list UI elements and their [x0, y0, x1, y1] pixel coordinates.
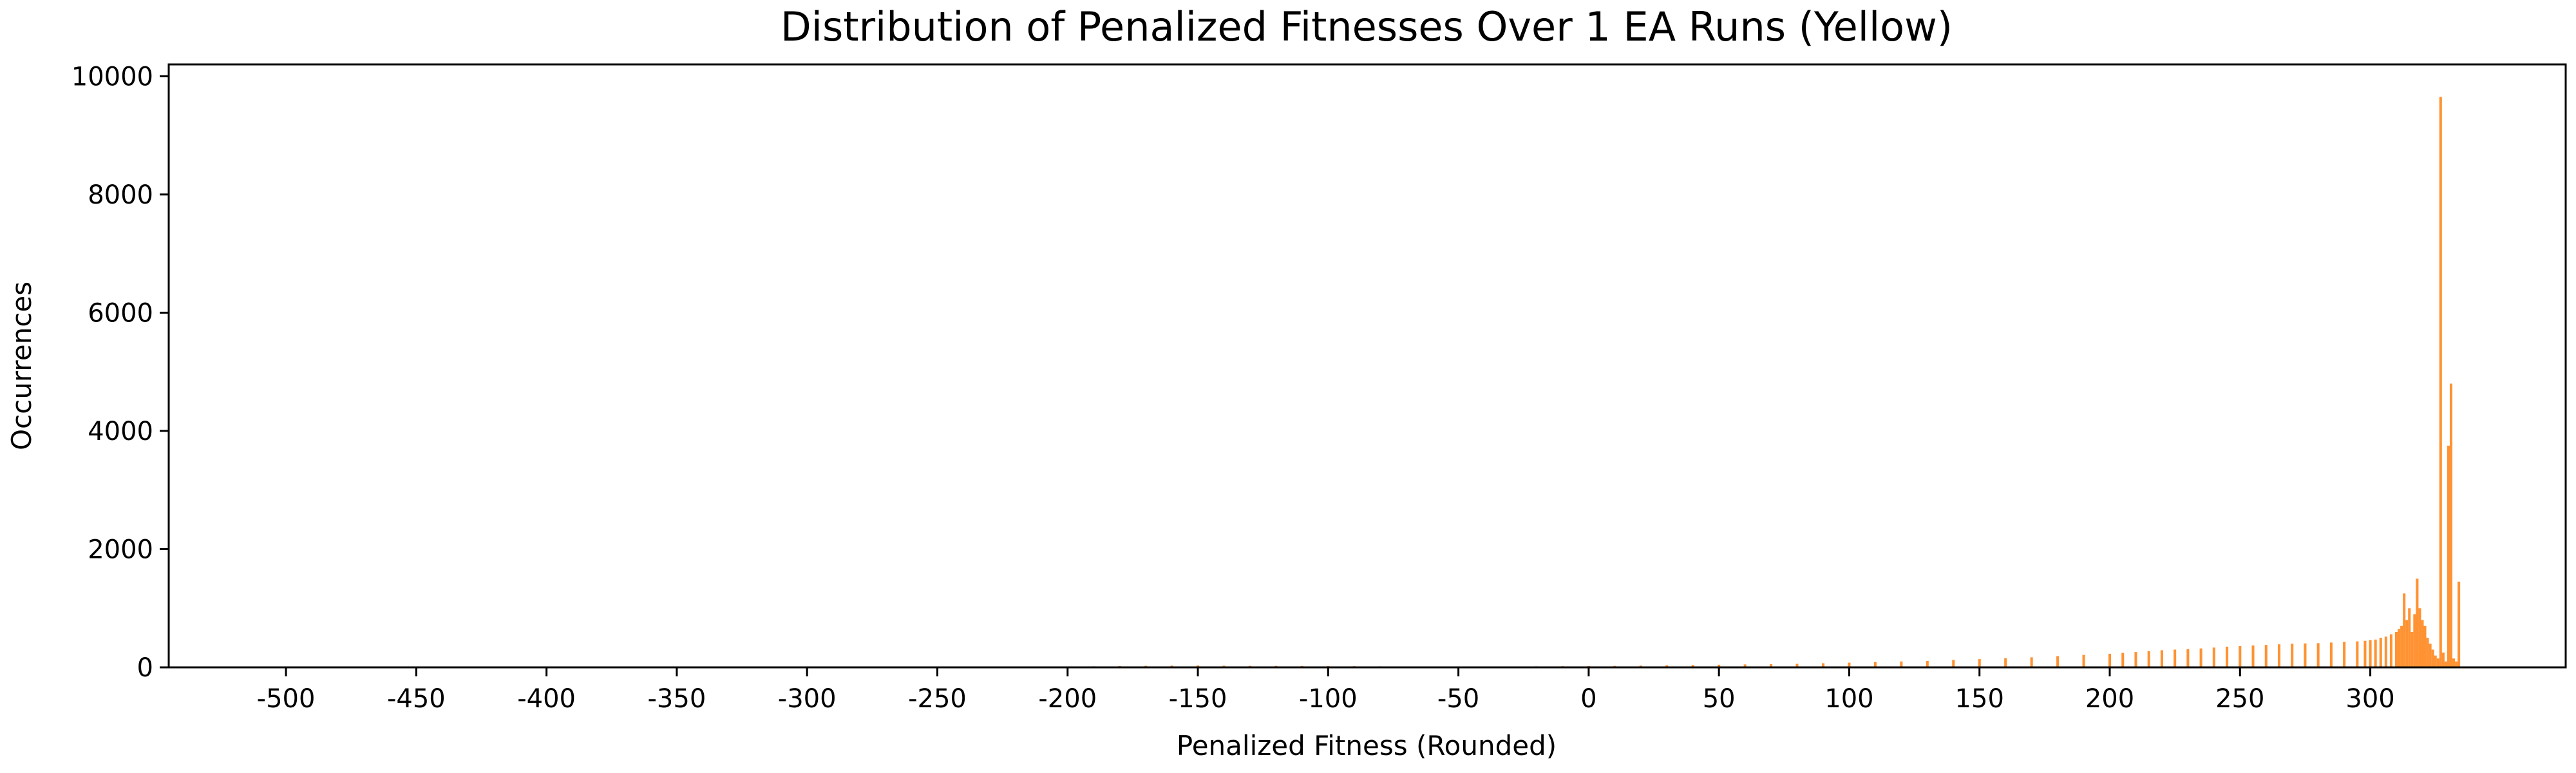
x-tick-label: -350 [648, 684, 706, 714]
bar [2160, 650, 2163, 667]
bar [2379, 638, 2382, 667]
bar [1821, 663, 1825, 667]
x-tick-label: -300 [778, 684, 837, 714]
bar [2212, 647, 2215, 667]
bar [2304, 643, 2307, 667]
y-tick-label: 0 [137, 653, 153, 683]
bar [2434, 655, 2437, 667]
bar [2416, 578, 2419, 667]
bar [1718, 664, 1721, 667]
bar [2395, 631, 2398, 667]
bar [2431, 649, 2434, 667]
x-tick-label: 0 [1580, 684, 1596, 714]
x-tick-label: -450 [387, 684, 446, 714]
bar [2413, 614, 2416, 667]
bar [2369, 640, 2372, 667]
bar [2439, 97, 2442, 668]
x-tick-label: 50 [1703, 684, 1736, 714]
bar [2429, 644, 2432, 667]
bar [2030, 657, 2033, 667]
bar [2329, 642, 2333, 667]
x-tick-label: -150 [1169, 684, 1227, 714]
bar [2356, 641, 2359, 667]
bar [2398, 629, 2401, 667]
bar [1848, 662, 1851, 667]
bar [2056, 656, 2060, 667]
bar [2458, 581, 2461, 667]
bars [988, 97, 2461, 668]
bar [2108, 653, 2112, 667]
x-axis-label: Penalized Fitness (Rounded) [1177, 730, 1557, 761]
bar [1926, 660, 1929, 667]
bar [1952, 660, 1955, 667]
x-tick-label: -250 [908, 684, 967, 714]
plot-frame [167, 63, 2567, 669]
bar [2447, 445, 2450, 667]
x-tick-label: 100 [1824, 684, 1873, 714]
bar [2455, 661, 2458, 667]
bar [2251, 645, 2255, 667]
bar [2343, 642, 2346, 667]
bar [1978, 659, 1981, 667]
bar [1665, 665, 1669, 667]
y-axis-ticks: 0 2000 4000 6000 8000 10000 [71, 62, 169, 683]
x-tick-label: -400 [517, 684, 576, 714]
bar [1795, 663, 1799, 667]
bar [2134, 652, 2137, 667]
bar [2199, 648, 2202, 667]
bar [2082, 654, 2085, 667]
x-tick-label: -200 [1038, 684, 1097, 714]
bar [2441, 653, 2445, 667]
bar [2421, 620, 2424, 667]
bar [2374, 639, 2377, 667]
bar [2408, 608, 2411, 667]
bar [2418, 608, 2421, 667]
bar [1743, 664, 1747, 667]
bar [2316, 643, 2320, 667]
x-tick-label: -100 [1299, 684, 1358, 714]
x-tick-label: 300 [2345, 684, 2394, 714]
bar [2147, 651, 2150, 667]
y-tick-label: 8000 [88, 180, 153, 210]
bar [2004, 658, 2007, 667]
bar [2389, 634, 2392, 667]
bar [2186, 649, 2190, 667]
y-tick-label: 4000 [88, 417, 153, 446]
bar [2291, 644, 2294, 667]
bar [2384, 636, 2387, 667]
bar [2405, 620, 2409, 667]
bar [2436, 658, 2439, 667]
x-axis-ticks: -500 -450 -400 -350 -300 -250 -200 -150 -100 -50 0… [257, 667, 2395, 714]
bar [2239, 645, 2242, 667]
x-tick-label: -500 [257, 684, 316, 714]
bar [2452, 658, 2456, 667]
bar [2121, 653, 2125, 667]
chart-title: Distribution of Penalized Fitnesses Over… [781, 3, 1953, 50]
bar [2426, 638, 2429, 667]
bar [2174, 649, 2177, 667]
bar [2264, 645, 2268, 667]
x-tick-label: 150 [1955, 684, 2004, 714]
y-tick-label: 10000 [71, 62, 153, 91]
x-tick-label: 250 [2215, 684, 2264, 714]
bar [1873, 662, 1877, 667]
x-tick-label: -50 [1437, 684, 1479, 714]
bar [1691, 665, 1694, 667]
bar [2444, 661, 2447, 667]
y-tick-label: 2000 [88, 535, 153, 564]
bar [2226, 646, 2229, 667]
bar [1770, 663, 1773, 667]
bar [2277, 644, 2281, 667]
x-tick-label: 200 [2085, 684, 2134, 714]
y-tick-label: 6000 [88, 298, 153, 328]
bar [1900, 661, 1903, 667]
y-axis-label: Occurrences [6, 282, 37, 450]
bar [2410, 631, 2414, 667]
bar [2400, 625, 2403, 667]
bar [2363, 640, 2367, 667]
bar [2403, 593, 2406, 667]
bar [2423, 625, 2427, 667]
bar [2449, 383, 2453, 667]
